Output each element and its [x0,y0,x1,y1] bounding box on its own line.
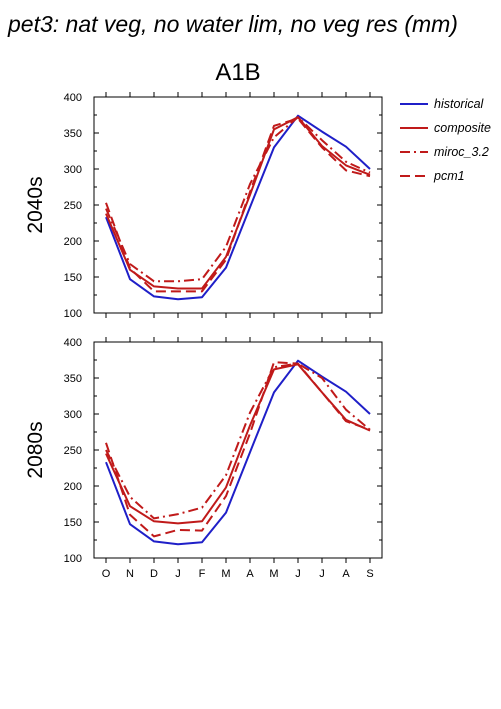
y-tick-label: 200 [64,481,82,493]
legend-label-miroc-3-2: miroc_3.2 [434,145,489,159]
row-label-2080s: 2080s [24,421,47,478]
x-tick-label: O [102,568,111,580]
y-tick-label: 250 [64,445,82,457]
y-tick-label: 250 [64,200,82,212]
x-tick-label: S [366,568,373,580]
legend-label-composite: composite [434,121,491,135]
series-line-composite-2040s [105,116,371,290]
x-tick-label: M [221,568,230,580]
y-tick-label: 400 [64,337,82,349]
y-tick-label: 300 [64,409,82,421]
x-tick-label: D [150,568,158,580]
x-tick-label: J [319,568,325,580]
x-tick-label: A [342,568,350,580]
y-tick-label: 200 [64,236,82,248]
x-tick-label: J [175,568,181,580]
figure-header: pet3: nat veg, no water lim, no veg res … [7,11,458,37]
x-tick-label: N [126,568,134,580]
series-line-miroc-3-2-2040s [105,116,371,283]
x-tick-label: A [246,568,254,580]
plot-frame-2080s [93,341,383,559]
row-label-2040s: 2040s [24,176,47,233]
y-tick-label: 100 [64,553,82,565]
x-tick-label: M [269,568,278,580]
y-tick-label: 150 [64,272,82,284]
y-tick-label: 350 [64,128,82,140]
series-line-miroc-3-2-2080s [105,362,371,520]
panel-2040s: 2040s 100 150 200 250 300 350 400 [24,92,383,320]
series-line-historical-2040s [105,114,371,301]
series-line-pcm1-2080s [105,361,371,538]
series-line-historical-2080s [105,359,371,546]
legend: historical composite miroc_3.2 pcm1 [400,97,491,183]
y-tick-label: 350 [64,373,82,385]
figure-title: A1B [215,59,260,86]
x-tick-label: F [199,568,206,580]
plot-frame-2040s [93,96,383,314]
panel-2080s: 2080s 100 150 200 250 300 350 400 O N D J F M A M J J A S [24,337,383,580]
y-tick-label: 300 [64,164,82,176]
y-tick-label: 100 [64,308,82,320]
y-tick-label: 400 [64,92,82,104]
x-tick-label: J [295,568,301,580]
y-tick-label: 150 [64,517,82,529]
legend-label-pcm1: pcm1 [433,169,465,183]
legend-label-historical: historical [434,97,485,111]
series-line-pcm1-2040s [105,117,371,293]
